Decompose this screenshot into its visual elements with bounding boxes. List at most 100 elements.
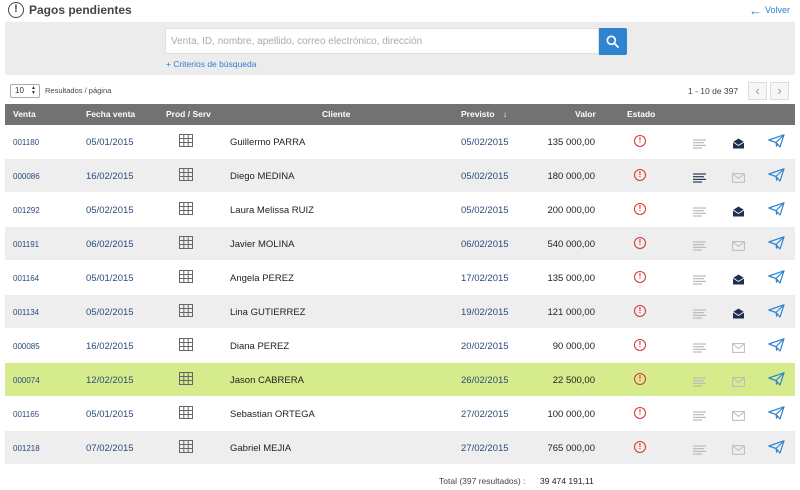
total-value: 39 474 191,11 <box>540 476 594 486</box>
text-lines-icon[interactable] <box>693 136 706 154</box>
col-fecha-venta[interactable]: Fecha venta <box>86 109 136 119</box>
paper-plane-icon[interactable] <box>768 134 785 153</box>
search-input[interactable] <box>165 28 599 54</box>
grid-table-icon[interactable] <box>179 406 193 424</box>
venta-id[interactable]: 000074 <box>13 376 40 385</box>
col-previsto-label: Previsto <box>461 109 495 119</box>
chevron-right-icon: › <box>777 83 782 98</box>
table-row[interactable]: 001164 05/01/2015 Angela PEREZ 17/02/2015 13… <box>5 261 795 295</box>
col-prod-serv[interactable]: Prod / Serv <box>166 109 211 119</box>
grid-table-icon[interactable] <box>179 168 193 186</box>
grid-table-icon[interactable] <box>179 372 193 390</box>
cliente-name: Lina GUTIERREZ <box>230 307 306 318</box>
text-lines-icon[interactable] <box>693 272 706 290</box>
table-row[interactable]: 001134 05/02/2015 Lina GUTIERREZ 19/02/2015… <box>5 295 795 329</box>
table-row[interactable]: 001218 07/02/2015 Gabriel MEJIA 27/02/2015 7… <box>5 431 795 465</box>
text-lines-icon[interactable] <box>693 374 706 392</box>
back-label: Volver <box>764 5 790 15</box>
grid-table-icon[interactable] <box>179 338 193 356</box>
table-row[interactable]: 000085 16/02/2015 Diana PEREZ 20/02/2015 90 … <box>5 329 795 363</box>
cliente-name: Laura Melissa RUIZ <box>230 205 314 216</box>
grid-table-icon[interactable] <box>179 304 193 322</box>
page-range: 1 - 10 de 397 <box>688 86 739 96</box>
grid-table-icon[interactable] <box>179 134 193 152</box>
envelope-icon[interactable] <box>732 374 745 392</box>
cliente-name: Jason CABRERA <box>230 375 304 386</box>
text-lines-icon[interactable] <box>693 306 706 324</box>
paper-plane-icon[interactable] <box>768 168 785 187</box>
alert-circle-icon: ! <box>634 237 646 249</box>
paper-plane-icon[interactable] <box>768 338 785 357</box>
valor-amount: 22 500,00 <box>552 375 595 386</box>
venta-id[interactable]: 001191 <box>13 240 40 249</box>
paper-plane-icon[interactable] <box>768 304 785 323</box>
grid-table-icon[interactable] <box>179 236 193 254</box>
venta-id[interactable]: 001164 <box>13 274 40 283</box>
fecha-prevista: 05/02/2015 <box>461 171 509 182</box>
text-lines-icon[interactable] <box>693 170 706 188</box>
envelope-icon[interactable] <box>732 238 745 256</box>
venta-id[interactable]: 001292 <box>13 206 40 215</box>
venta-id[interactable]: 000085 <box>13 342 40 351</box>
paper-plane-icon[interactable] <box>768 440 785 459</box>
valor-amount: 765 000,00 <box>547 443 595 454</box>
venta-id[interactable]: 001134 <box>13 308 40 317</box>
col-cliente[interactable]: Cliente <box>322 109 351 119</box>
table-body: 001180 05/01/2015 Guillermo PARRA 05/02/201… <box>5 125 795 465</box>
table-row[interactable]: 001165 05/01/2015 Sebastian ORTEGA 27/02/20… <box>5 397 795 431</box>
search-button[interactable] <box>599 28 627 55</box>
table-row[interactable]: 000086 16/02/2015 Diego MEDINA 05/02/2015 18… <box>5 159 795 193</box>
pagination-bar: 10 ▲ ▼ Resultados / página 1 - 10 de 397 … <box>0 80 800 102</box>
text-lines-icon[interactable] <box>693 442 706 460</box>
search-criteria-link[interactable]: + Criterios de búsqueda <box>166 59 257 69</box>
col-valor[interactable]: Valor <box>575 109 596 119</box>
cliente-name: Javier MOLINA <box>230 239 295 250</box>
text-lines-icon[interactable] <box>693 408 706 426</box>
venta-id[interactable]: 001218 <box>13 444 40 453</box>
venta-id[interactable]: 001180 <box>13 138 40 147</box>
table-row[interactable]: 000074 12/02/2015 Jason CABRERA 26/02/2015 2… <box>5 363 795 397</box>
col-previsto[interactable]: Previsto ↓ <box>461 109 507 119</box>
paper-plane-icon[interactable] <box>768 236 785 255</box>
fecha-venta: 12/02/2015 <box>86 375 134 386</box>
envelope-icon[interactable] <box>732 204 745 222</box>
col-venta[interactable]: Venta <box>13 109 36 119</box>
grid-table-icon[interactable] <box>179 440 193 458</box>
fecha-prevista: 05/02/2015 <box>461 205 509 216</box>
venta-id[interactable]: 000086 <box>13 172 40 181</box>
envelope-icon[interactable] <box>732 170 745 188</box>
table-row[interactable]: 001292 05/02/2015 Laura Melissa RUIZ 05/02/… <box>5 193 795 227</box>
fecha-venta: 05/01/2015 <box>86 137 134 148</box>
search-panel: + Criterios de búsqueda <box>5 22 795 75</box>
envelope-icon[interactable] <box>732 340 745 358</box>
cliente-name: Gabriel MEJIA <box>230 443 292 454</box>
envelope-icon[interactable] <box>732 442 745 460</box>
arrow-left-icon: ← <box>748 2 762 18</box>
cliente-name: Diana PEREZ <box>230 341 290 352</box>
search-icon <box>606 35 619 48</box>
table-row[interactable]: 001191 06/02/2015 Javier MOLINA 06/02/2015 5… <box>5 227 795 261</box>
paper-plane-icon[interactable] <box>768 372 785 391</box>
prev-page-button[interactable]: ‹ <box>748 82 767 100</box>
envelope-icon[interactable] <box>732 136 745 154</box>
text-lines-icon[interactable] <box>693 340 706 358</box>
alert-circle-icon: ! <box>634 271 646 283</box>
paper-plane-icon[interactable] <box>768 406 785 425</box>
next-page-button[interactable]: › <box>770 82 789 100</box>
paper-plane-icon[interactable] <box>768 270 785 289</box>
envelope-icon[interactable] <box>732 408 745 426</box>
text-lines-icon[interactable] <box>693 204 706 222</box>
text-lines-icon[interactable] <box>693 238 706 256</box>
grid-table-icon[interactable] <box>179 270 193 288</box>
table-row[interactable]: 001180 05/01/2015 Guillermo PARRA 05/02/201… <box>5 125 795 159</box>
back-link[interactable]: ← Volver <box>748 2 790 18</box>
results-per-page-select[interactable]: 10 ▲ ▼ <box>10 84 40 98</box>
fecha-prevista: 06/02/2015 <box>461 239 509 250</box>
grid-table-icon[interactable] <box>179 202 193 220</box>
envelope-icon[interactable] <box>732 306 745 324</box>
paper-plane-icon[interactable] <box>768 202 785 221</box>
alert-circle-icon: ! <box>8 2 24 18</box>
envelope-icon[interactable] <box>732 272 745 290</box>
col-estado[interactable]: Estado <box>627 109 656 119</box>
venta-id[interactable]: 001165 <box>13 410 40 419</box>
